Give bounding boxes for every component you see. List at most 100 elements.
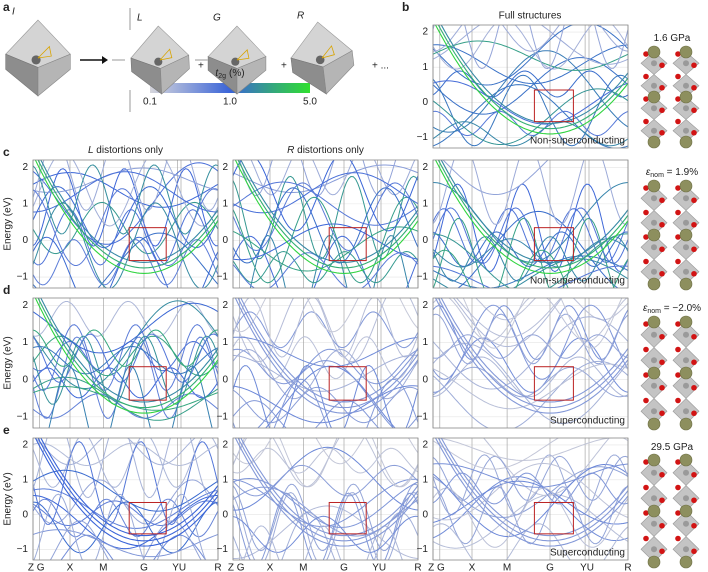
atom-a — [679, 555, 693, 569]
band — [240, 438, 418, 537]
k-point-label: X — [67, 563, 74, 572]
band — [433, 238, 628, 268]
plot-frame — [432, 24, 629, 149]
atom-b — [651, 382, 657, 389]
colorbar-tick-label: 5.0 — [303, 97, 317, 108]
band — [233, 349, 418, 400]
atom-a — [647, 504, 661, 518]
atom-b — [651, 82, 657, 89]
band — [233, 298, 418, 358]
y-tick-label: 1 — [22, 474, 28, 485]
y-tick-label: 0 — [222, 374, 228, 385]
band — [437, 438, 628, 542]
column-title-italic: L — [88, 145, 94, 156]
band — [433, 40, 628, 71]
y-tick-label: 1 — [422, 337, 428, 348]
atom-oxygen — [659, 384, 665, 391]
band — [440, 298, 628, 403]
k-point-label: M — [299, 563, 307, 572]
panel-note: Non-superconducting — [530, 136, 625, 147]
y-tick-label: 1 — [22, 337, 28, 348]
state-label: G — [213, 13, 221, 24]
bands — [233, 438, 418, 560]
plot-frame — [232, 297, 419, 429]
bands — [433, 25, 628, 148]
atom-b — [651, 469, 657, 476]
atom-a — [679, 315, 693, 329]
y-axis-label: Energy (eV) — [3, 336, 14, 389]
y-tick-label: 0 — [222, 235, 228, 246]
band — [433, 366, 628, 398]
atom-oxygen — [691, 333, 697, 340]
band — [233, 298, 418, 333]
y-tick-label: −1 — [17, 411, 29, 422]
band — [433, 88, 628, 145]
y-tick-label: 1 — [22, 199, 28, 210]
atom-b — [683, 546, 689, 553]
band — [33, 302, 218, 354]
band — [33, 438, 218, 499]
panel-letter: c — [3, 145, 10, 159]
band — [234, 298, 418, 414]
atom-oxygen — [643, 73, 649, 80]
y-tick-label: 2 — [422, 300, 428, 311]
band — [433, 183, 628, 273]
orbital-axes — [37, 45, 52, 59]
atom-oxygen — [643, 535, 649, 542]
y-tick-label: −1 — [217, 272, 229, 283]
atom-b — [683, 331, 689, 338]
atom-a — [647, 555, 661, 569]
condition-value: = −2.0% — [661, 303, 701, 314]
atom-b — [651, 495, 657, 502]
orbital-axes — [321, 45, 335, 59]
band — [462, 298, 623, 349]
atom-b — [683, 195, 689, 202]
band — [33, 438, 218, 488]
y-tick-label: 1 — [222, 337, 228, 348]
y-tick-label: −1 — [417, 411, 429, 422]
atom-oxygen — [675, 484, 681, 491]
y-tick-label: 0 — [422, 374, 428, 385]
band — [60, 534, 207, 560]
atom-a — [679, 417, 693, 431]
y-tick-label: 1 — [422, 199, 428, 210]
band — [433, 476, 628, 541]
band — [233, 250, 418, 284]
condition-label: 29.5 GPa — [651, 442, 694, 453]
band — [33, 329, 218, 367]
atom-oxygen — [659, 548, 665, 555]
y-tick-label: −1 — [417, 272, 429, 283]
band — [33, 164, 218, 235]
band — [233, 400, 418, 428]
band — [234, 438, 418, 547]
band — [483, 438, 610, 496]
atom-oxygen — [691, 62, 697, 69]
plot-frame — [432, 159, 629, 289]
band — [433, 480, 628, 525]
colorbar-tick-label: 1.0 — [223, 97, 237, 108]
band — [433, 472, 628, 505]
atom-oxygen — [675, 258, 681, 265]
state-label: R — [297, 11, 304, 22]
atom-b — [651, 408, 657, 415]
condition-symbol: ε — [643, 303, 648, 314]
atom-oxygen — [643, 234, 649, 240]
plot-frame — [32, 159, 219, 289]
band — [233, 181, 418, 226]
band — [233, 492, 418, 560]
band — [433, 217, 615, 288]
y-tick-label: 2 — [22, 162, 28, 173]
operator: + — [198, 61, 204, 72]
atom-b — [683, 127, 689, 134]
band — [437, 298, 628, 409]
atom-oxygen — [643, 209, 649, 216]
band — [434, 438, 614, 462]
atom-b — [683, 408, 689, 415]
band — [257, 360, 394, 428]
highlight-box — [328, 227, 367, 262]
atom-oxygen — [691, 497, 697, 504]
band — [233, 364, 418, 428]
band — [433, 462, 628, 521]
k-point-label: G — [546, 563, 554, 572]
